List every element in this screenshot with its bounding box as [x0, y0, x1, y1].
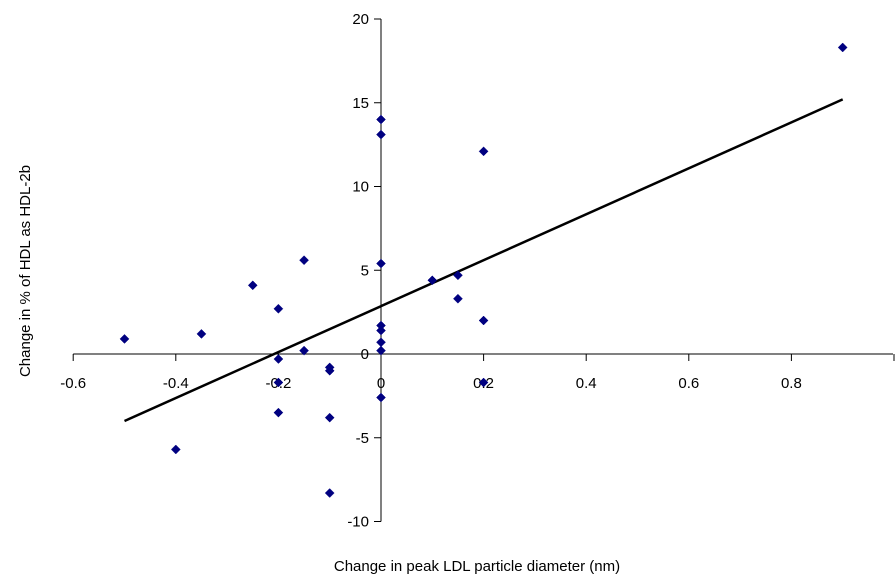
x-tick-label: 0.6 — [678, 375, 699, 392]
data-point — [376, 325, 386, 336]
data-point — [196, 329, 207, 339]
data-point — [478, 377, 489, 388]
data-point — [376, 345, 386, 356]
data-point — [299, 345, 309, 356]
data-point — [247, 280, 258, 291]
data-point — [376, 392, 386, 403]
data-point — [324, 365, 335, 376]
data-point — [273, 407, 284, 418]
x-tick-label: 0.8 — [781, 375, 802, 392]
trendline-group — [123, 98, 844, 423]
data-point — [376, 114, 386, 125]
x-tick-label: -0.4 — [163, 375, 189, 392]
data-point — [273, 303, 284, 314]
data-point — [376, 337, 386, 348]
y-tick-label: 5 — [361, 262, 369, 279]
x-tick-label: -0.6 — [60, 375, 86, 392]
data-point — [119, 334, 130, 344]
data-point — [324, 488, 335, 498]
data-point — [273, 377, 284, 388]
data-point — [170, 444, 181, 455]
y-tick-label: 0 — [361, 346, 369, 363]
x-tick-label: 0 — [377, 375, 385, 392]
y-tick-label: 15 — [352, 95, 369, 112]
trendline — [123, 98, 844, 423]
data-point — [299, 255, 309, 266]
y-tick-label: 10 — [352, 179, 369, 196]
x-tick-label: 0.4 — [576, 375, 597, 392]
data-point — [376, 129, 386, 140]
data-point — [324, 412, 335, 423]
data-point — [453, 270, 463, 281]
data-point — [453, 293, 463, 304]
x-axis-title: Change in peak LDL particle diameter (nm… — [334, 558, 620, 575]
y-tick-label: -10 — [347, 514, 369, 531]
y-axis-title: Change in % of HDL as HDL-2b — [17, 165, 34, 377]
data-point — [273, 354, 284, 364]
y-tick-label: -5 — [356, 430, 369, 447]
data-point — [478, 146, 489, 157]
data-point — [478, 315, 489, 326]
y-tick-label: 20 — [352, 11, 369, 28]
data-point — [837, 42, 848, 53]
markers-group — [119, 42, 848, 498]
data-point — [376, 258, 386, 269]
data-point — [427, 275, 438, 286]
